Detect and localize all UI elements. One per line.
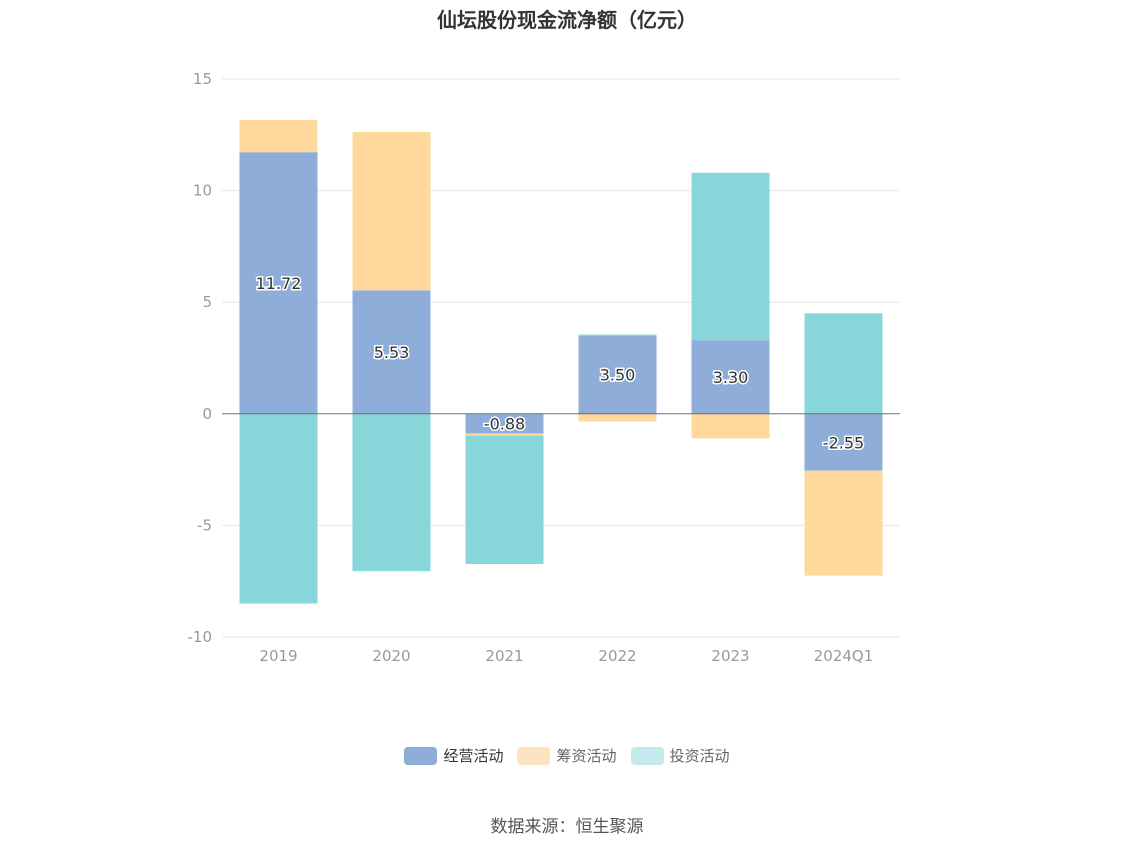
x-axis-ticks: 2019 2020 2021 2022 2023 2024Q1 bbox=[259, 647, 873, 665]
bar-segment[interactable] bbox=[239, 413, 318, 604]
data-label: -2.55 bbox=[823, 433, 864, 452]
source-text: 数据来源：恒生聚源 bbox=[490, 817, 644, 837]
legend-swatch-investing bbox=[630, 746, 664, 765]
bar-segment[interactable] bbox=[352, 290, 431, 414]
data-labels: 11.72 5.53 -0.88 3.50 3.30 -2.55 bbox=[254, 273, 866, 454]
legend-label-investing: 投资活动 bbox=[669, 747, 730, 765]
bar-segment[interactable] bbox=[352, 413, 431, 572]
bar-segment[interactable] bbox=[691, 413, 770, 439]
x-tick-label: 2020 bbox=[372, 647, 410, 665]
bars bbox=[239, 119, 883, 604]
legend-item-financing[interactable]: 筹资活动 bbox=[517, 745, 617, 766]
legend-label-financing: 筹资活动 bbox=[556, 747, 617, 765]
bar-segment[interactable] bbox=[239, 152, 318, 414]
x-tick-label: 2021 bbox=[485, 647, 523, 665]
bar-segment[interactable] bbox=[352, 131, 431, 291]
legend-swatch-operating bbox=[404, 746, 438, 765]
bar-segment[interactable] bbox=[578, 413, 657, 422]
legend-item-operating[interactable]: 经营活动 bbox=[404, 745, 503, 766]
y-tick-label: -5 bbox=[197, 516, 212, 534]
data-label: 3.50 bbox=[600, 366, 636, 385]
bar-segment[interactable] bbox=[804, 313, 883, 414]
grid-lines bbox=[222, 78, 900, 638]
bar-segment[interactable] bbox=[691, 172, 770, 341]
legend-item-investing[interactable]: 投资活动 bbox=[630, 745, 730, 766]
cash-flow-chart: 11.725.53-0.883.50 3.30-2.55 -10-5051015 … bbox=[188, 70, 900, 665]
data-label: 11.72 bbox=[256, 274, 302, 293]
bar-segment[interactable] bbox=[465, 433, 544, 436]
bar-segment[interactable] bbox=[465, 413, 544, 434]
chart-title: 仙坛股份现金流净额（亿元） bbox=[437, 8, 697, 32]
y-tick-label: 10 bbox=[193, 182, 212, 200]
y-tick-label: -10 bbox=[188, 628, 213, 646]
legend-swatch-financing bbox=[517, 746, 551, 765]
bar-segment[interactable] bbox=[804, 470, 883, 576]
data-label: 5.53 bbox=[374, 343, 410, 362]
bar-segment[interactable] bbox=[578, 335, 657, 414]
bar-segment[interactable] bbox=[578, 334, 657, 336]
y-tick-label: 15 bbox=[193, 70, 212, 88]
x-tick-label: 2023 bbox=[711, 647, 749, 665]
bar-segment[interactable] bbox=[804, 413, 883, 471]
x-tick-label: 2024Q1 bbox=[814, 647, 874, 665]
bar-segment[interactable] bbox=[691, 340, 770, 414]
x-tick-label: 2022 bbox=[598, 647, 636, 665]
data-label: 3.30 bbox=[713, 368, 749, 387]
y-tick-label: 5 bbox=[202, 293, 212, 311]
legend: 经营活动 筹资活动 投资活动 bbox=[0, 745, 1134, 766]
x-tick-label: 2019 bbox=[259, 647, 297, 665]
y-axis-ticks: -10 -5 0 5 10 15 bbox=[188, 70, 213, 646]
legend-label-operating: 经营活动 bbox=[443, 747, 504, 765]
bar-segment[interactable] bbox=[465, 435, 544, 565]
y-tick-label: 0 bbox=[202, 405, 212, 423]
bar-segment[interactable] bbox=[239, 119, 318, 153]
data-label: -0.88 bbox=[484, 415, 525, 434]
